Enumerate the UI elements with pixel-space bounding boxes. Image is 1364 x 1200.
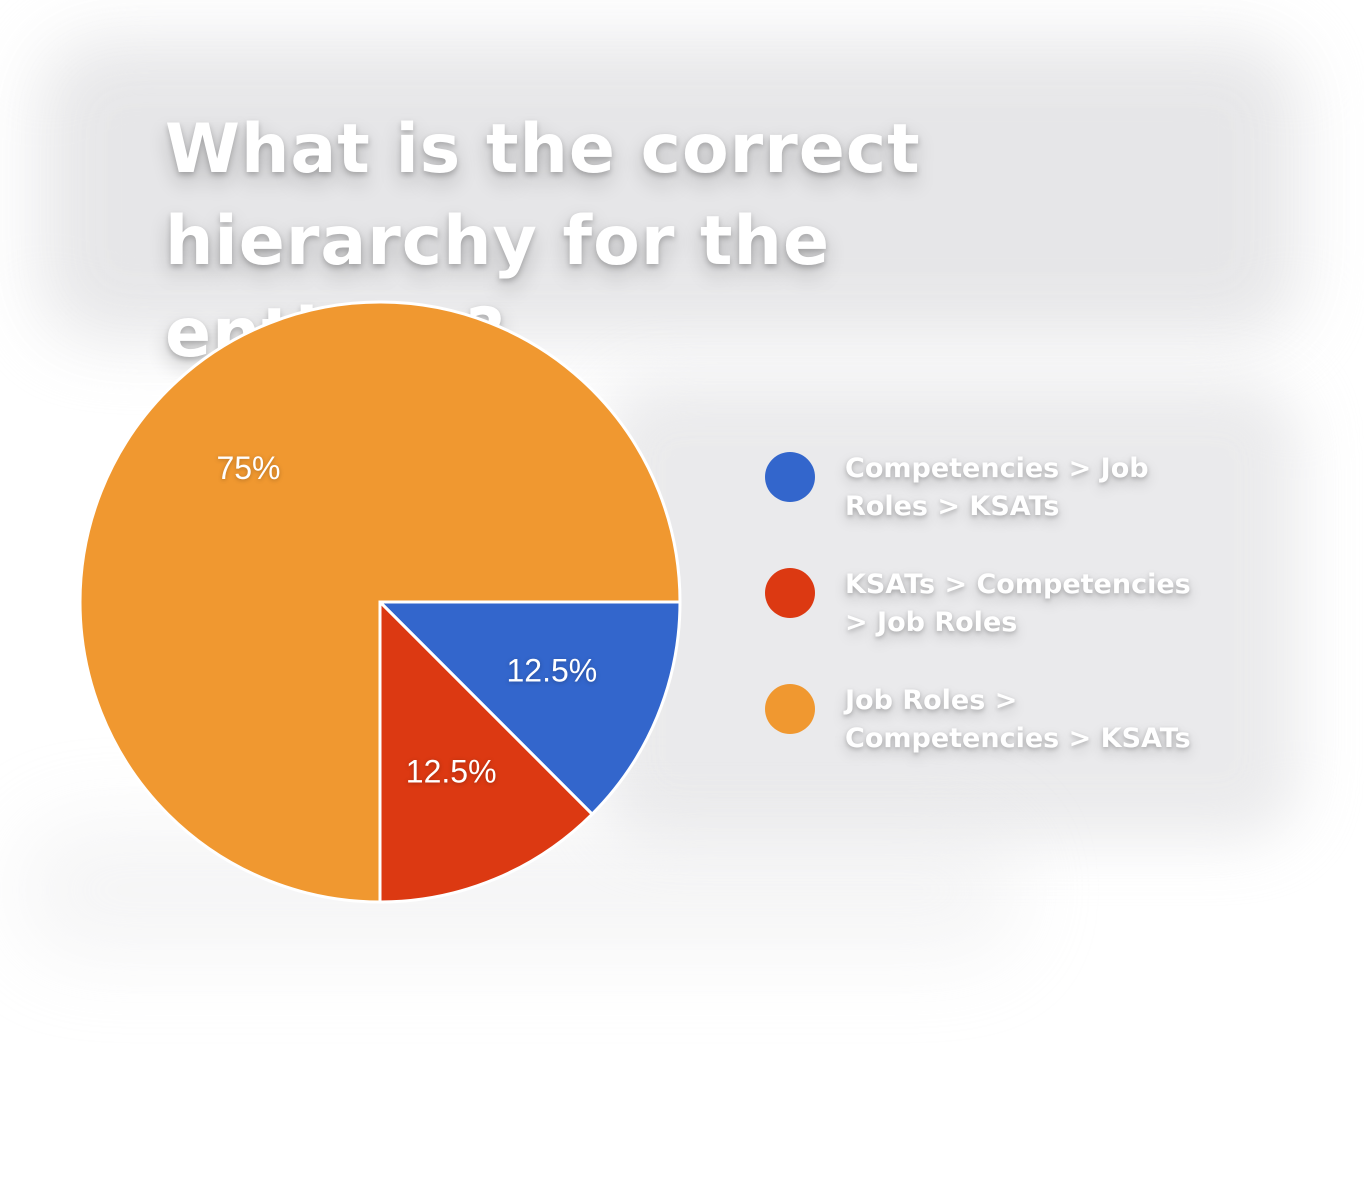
legend: Competencies > Job Roles > KSATs KSATs >… [765,450,1195,798]
legend-item-ksats-first: KSATs > Competencies > Job Roles [765,566,1195,682]
slice-value-label-0: 12.5% [506,653,597,689]
legend-label: Job Roles > Competencies > KSATs [845,685,1191,754]
legend-item-competencies-first: Competencies > Job Roles > KSATs [765,450,1195,566]
legend-swatch-red [765,568,815,618]
pie-slice-0 [376,600,682,817]
legend-swatch-orange [765,684,815,734]
pie-slice-2 [78,300,682,904]
title-backdrop [40,40,1300,340]
legend-swatch-blue [765,452,815,502]
pie-slice-1 [378,598,595,904]
legend-item-job-roles-first: Job Roles > Competencies > KSATs [765,682,1195,798]
legend-backdrop [600,380,1300,840]
slice-value-label-2: 75% [216,450,280,486]
legend-label: KSATs > Competencies > Job Roles [845,569,1191,638]
legend-label: Competencies > Job Roles > KSATs [845,453,1149,522]
slice-value-label-1: 12.5% [406,753,497,789]
